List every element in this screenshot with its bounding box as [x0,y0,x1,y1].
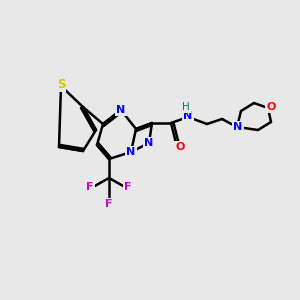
Text: N: N [116,105,126,115]
Text: F: F [86,182,94,192]
Text: H: H [182,102,190,112]
Text: N: N [233,122,243,132]
Text: F: F [124,182,132,192]
Text: O: O [175,142,185,152]
Text: O: O [266,102,276,112]
Text: N: N [183,111,193,121]
Text: N: N [126,147,136,157]
Text: F: F [105,199,113,209]
Text: S: S [57,79,65,92]
Text: N: N [144,138,154,148]
